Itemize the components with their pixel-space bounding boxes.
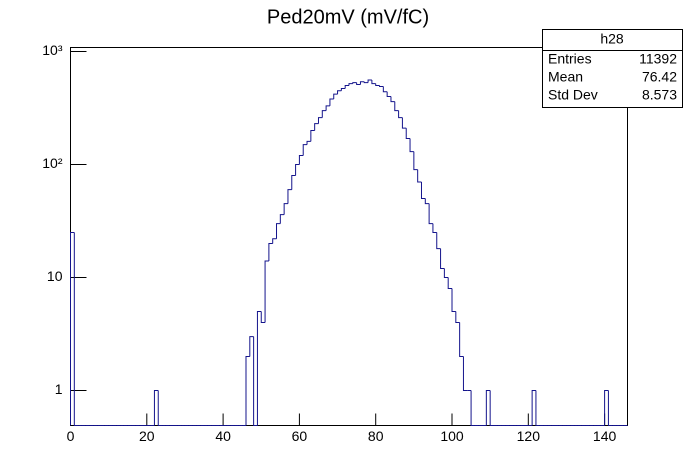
histogram-bin (401, 117, 407, 129)
histogram-bin (405, 128, 411, 139)
histogram-bin (424, 198, 430, 205)
stats-label: Std Dev (548, 87, 598, 103)
histogram-bin (531, 389, 536, 426)
histogram-bin (382, 86, 388, 93)
histogram-bin (298, 155, 304, 165)
x-tick-label: 120 (517, 428, 541, 444)
stats-value: 11392 (639, 51, 677, 67)
x-tick-label: 140 (593, 428, 617, 444)
stats-frame (542, 29, 683, 108)
histogram-bin (279, 214, 285, 224)
x-tick-label: 20 (139, 428, 155, 444)
histogram-bin (306, 140, 311, 145)
histogram-bin (310, 129, 315, 142)
histogram-bin (535, 390, 540, 426)
stats-label: Entries (548, 51, 592, 67)
histogram-bin (470, 390, 475, 426)
histogram-bin (321, 110, 327, 118)
y-tick-label: 1 (55, 381, 63, 397)
histogram-bin (249, 336, 254, 357)
chart-title: Ped20mV (mV/fC) (267, 6, 429, 28)
histogram-bin (367, 79, 372, 83)
histogram-bin (371, 79, 376, 85)
histogram-bin (287, 189, 292, 204)
histogram-bin (375, 83, 380, 87)
histogram-bin (451, 288, 456, 313)
histogram-bin (398, 110, 403, 119)
histogram-bin (272, 238, 277, 244)
histogram-bin (317, 117, 323, 124)
stats-label: Mean (548, 69, 583, 85)
histogram-bin (253, 336, 258, 426)
x-tick-label: 0 (67, 428, 75, 444)
histogram-bin (459, 322, 464, 357)
histogram-bin (295, 164, 300, 176)
y-tick-label: 10² (42, 155, 63, 171)
histogram-bin (337, 90, 342, 95)
histogram-bin (340, 88, 346, 91)
histogram-bin (455, 311, 460, 323)
x-tick-label: 80 (368, 428, 384, 444)
histogram-bin (462, 356, 468, 391)
histogram-bin (359, 81, 365, 85)
histogram-bin (443, 268, 449, 278)
histogram-bin (432, 223, 437, 234)
x-tick-label: 100 (440, 428, 464, 444)
histogram-bin (302, 144, 308, 156)
histogram-bin (356, 82, 361, 86)
histogram-bin (413, 151, 418, 171)
histogram-bin (604, 389, 609, 426)
histogram-bin (153, 389, 159, 426)
histogram-bin (245, 355, 250, 426)
histogram-bin (344, 85, 349, 89)
histogram-bin (485, 389, 491, 426)
histogram-bin (256, 311, 262, 426)
histogram-bin (379, 85, 384, 88)
histogram-bin (420, 182, 426, 200)
histogram-bin (607, 390, 613, 426)
histogram-bin (440, 248, 445, 270)
histogram-bin (409, 138, 414, 153)
stats-box: h28 Entries 11392 Mean 76.42 Std Dev 8.573 (542, 29, 683, 108)
x-tick-label: 60 (292, 428, 308, 444)
histogram-bin (325, 105, 330, 111)
histogram-bin (264, 260, 269, 323)
histogram-bin (489, 390, 494, 426)
histogram-bin (329, 98, 334, 106)
histogram-bin (417, 169, 422, 183)
histogram-bin (333, 93, 338, 99)
histogram-bin (428, 203, 433, 225)
histogram-bin (390, 96, 395, 103)
stats-value: 76.42 (642, 69, 677, 85)
stats-value: 8.573 (642, 87, 677, 103)
histogram-bin (447, 277, 453, 289)
histogram-bin (436, 232, 441, 250)
histogram-bin (276, 223, 281, 239)
histogram-bin (363, 81, 369, 84)
histogram-bin (73, 232, 79, 426)
histogram-bin (268, 242, 273, 261)
histogram-bin (70, 232, 75, 426)
stats-title: h28 (600, 31, 624, 47)
histogram-bin (157, 390, 163, 426)
histogram-bin (386, 91, 391, 97)
x-tick-label: 40 (215, 428, 231, 444)
histogram-bin (348, 83, 353, 86)
histogram-bin (260, 311, 266, 323)
histogram-bin (314, 123, 319, 131)
y-tick-label: 10 (47, 268, 63, 284)
histogram-bin (394, 101, 399, 112)
histogram-bin (352, 82, 357, 84)
histogram-bin (291, 174, 296, 190)
y-tick-label: 10³ (42, 42, 63, 58)
histogram-bin (283, 203, 288, 215)
